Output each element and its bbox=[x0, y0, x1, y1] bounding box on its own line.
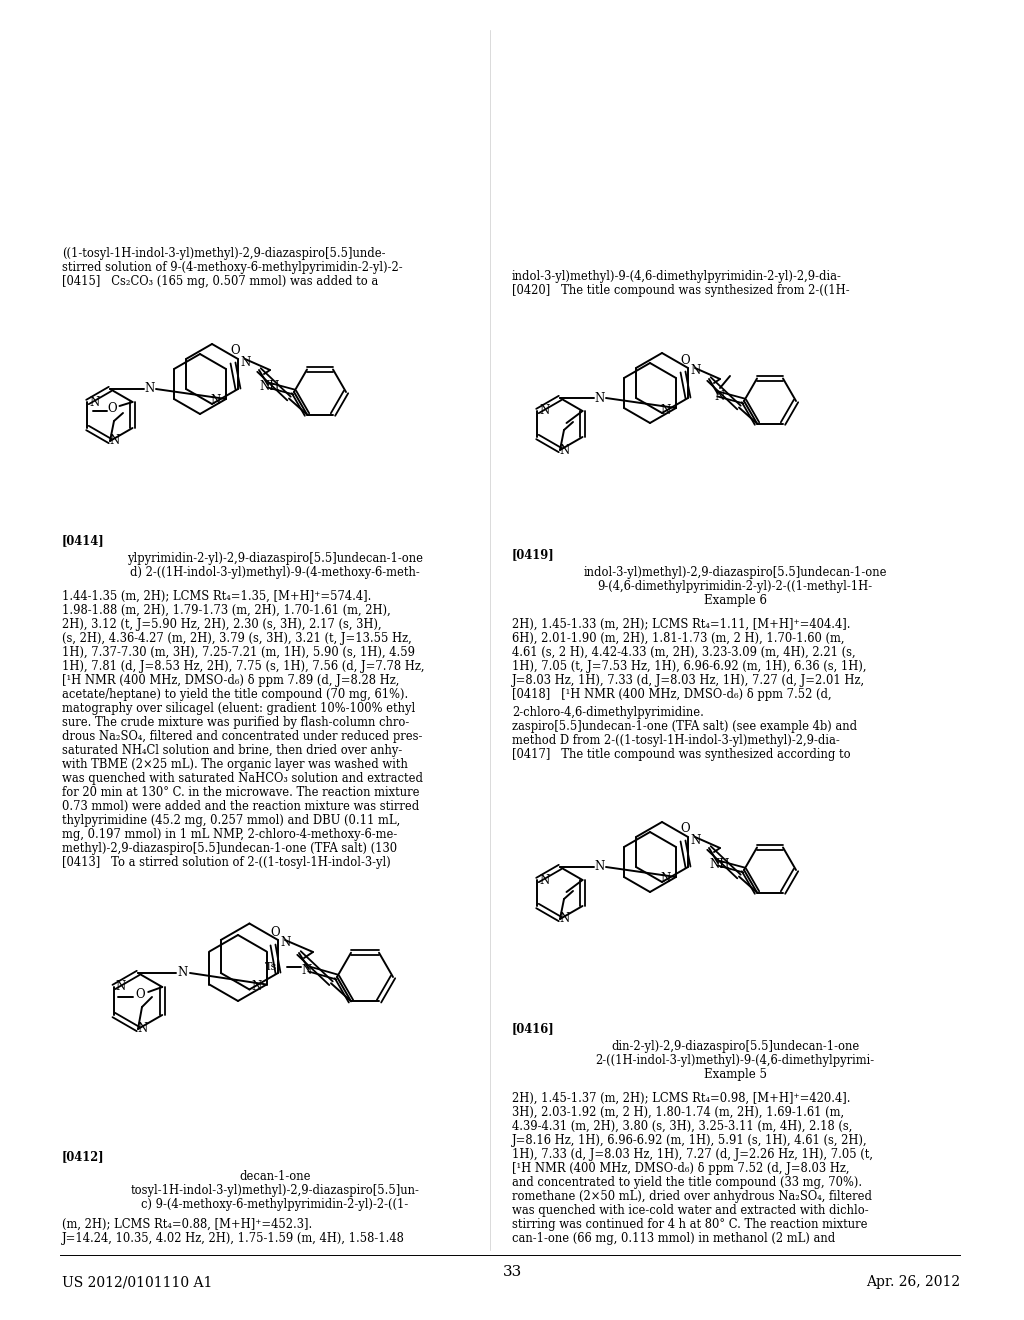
Text: 4.39-4.31 (m, 2H), 3.80 (s, 3H), 3.25-3.11 (m, 4H), 2.18 (s,: 4.39-4.31 (m, 2H), 3.80 (s, 3H), 3.25-3.… bbox=[512, 1119, 852, 1133]
Text: romethane (2×50 mL), dried over anhydrous Na₂SO₄, filtered: romethane (2×50 mL), dried over anhydrou… bbox=[512, 1191, 872, 1203]
Text: indol-3-yl)methyl)-2,9-diazaspiro[5.5]undecan-1-one: indol-3-yl)methyl)-2,9-diazaspiro[5.5]un… bbox=[584, 566, 887, 579]
Text: [0420]   The title compound was synthesized from 2-((1H-: [0420] The title compound was synthesize… bbox=[512, 284, 850, 297]
Text: with TBME (2×25 mL). The organic layer was washed with: with TBME (2×25 mL). The organic layer w… bbox=[62, 758, 408, 771]
Text: 2H), 3.12 (t, J=5.90 Hz, 2H), 2.30 (s, 3H), 2.17 (s, 3H),: 2H), 3.12 (t, J=5.90 Hz, 2H), 2.30 (s, 3… bbox=[62, 618, 382, 631]
Text: ((1-tosyl-1H-indol-3-yl)methyl)-2,9-diazaspiro[5.5]unde-: ((1-tosyl-1H-indol-3-yl)methyl)-2,9-diaz… bbox=[62, 247, 385, 260]
Text: stirred solution of 9-(4-methoxy-6-methylpyrimidin-2-yl)-2-: stirred solution of 9-(4-methoxy-6-methy… bbox=[62, 261, 402, 275]
Text: O: O bbox=[230, 345, 240, 358]
Text: matography over silicagel (eluent: gradient 10%-100% ethyl: matography over silicagel (eluent: gradi… bbox=[62, 702, 416, 715]
Text: N: N bbox=[89, 396, 99, 408]
Text: N: N bbox=[252, 979, 262, 993]
Text: Example 6: Example 6 bbox=[703, 594, 767, 607]
Text: NH: NH bbox=[260, 380, 281, 393]
Text: 1H), 7.37-7.30 (m, 3H), 7.25-7.21 (m, 1H), 5.90 (s, 1H), 4.59: 1H), 7.37-7.30 (m, 3H), 7.25-7.21 (m, 1H… bbox=[62, 645, 415, 659]
Text: [0412]: [0412] bbox=[62, 1150, 104, 1163]
Text: 3H), 2.03-1.92 (m, 2 H), 1.80-1.74 (m, 2H), 1.69-1.61 (m,: 3H), 2.03-1.92 (m, 2 H), 1.80-1.74 (m, 2… bbox=[512, 1106, 844, 1119]
Text: 1H), 7.05 (t, J=7.53 Hz, 1H), 6.96-6.92 (m, 1H), 6.36 (s, 1H),: 1H), 7.05 (t, J=7.53 Hz, 1H), 6.96-6.92 … bbox=[512, 660, 866, 673]
Text: [0417]   The title compound was synthesized according to: [0417] The title compound was synthesize… bbox=[512, 748, 851, 762]
Text: decan-1-one: decan-1-one bbox=[240, 1170, 310, 1183]
Text: J=8.03 Hz, 1H), 7.33 (d, J=8.03 Hz, 1H), 7.27 (d, J=2.01 Hz,: J=8.03 Hz, 1H), 7.33 (d, J=8.03 Hz, 1H),… bbox=[512, 675, 865, 686]
Text: [0413]   To a stirred solution of 2-((1-tosyl-1H-indol-3-yl): [0413] To a stirred solution of 2-((1-to… bbox=[62, 855, 391, 869]
Text: Ts: Ts bbox=[264, 962, 278, 972]
Text: N: N bbox=[211, 395, 221, 408]
Text: N: N bbox=[660, 873, 671, 886]
Text: 1.44-1.35 (m, 2H); LCMS Rt₄=1.35, [M+H]⁺=574.4].: 1.44-1.35 (m, 2H); LCMS Rt₄=1.35, [M+H]⁺… bbox=[62, 590, 372, 603]
Text: 2-((1H-indol-3-yl)methyl)-9-(4,6-dimethylpyrimi-: 2-((1H-indol-3-yl)methyl)-9-(4,6-dimethy… bbox=[595, 1053, 874, 1067]
Text: and concentrated to yield the title compound (33 mg, 70%).: and concentrated to yield the title comp… bbox=[512, 1176, 862, 1189]
Text: indol-3-yl)methyl)-9-(4,6-dimethylpyrimidin-2-yl)-2,9-dia-: indol-3-yl)methyl)-9-(4,6-dimethylpyrimi… bbox=[512, 271, 842, 282]
Text: 9-(4,6-dimethylpyrimidin-2-yl)-2-((1-methyl-1H-: 9-(4,6-dimethylpyrimidin-2-yl)-2-((1-met… bbox=[597, 579, 872, 593]
Text: N: N bbox=[660, 404, 671, 417]
Text: methyl)-2,9-diazaspiro[5.5]undecan-1-one (TFA salt) (130: methyl)-2,9-diazaspiro[5.5]undecan-1-one… bbox=[62, 842, 397, 855]
Text: acetate/heptane) to yield the title compound (70 mg, 61%).: acetate/heptane) to yield the title comp… bbox=[62, 688, 409, 701]
Text: [0419]: [0419] bbox=[512, 548, 555, 561]
Text: NH: NH bbox=[710, 858, 730, 871]
Text: O: O bbox=[108, 403, 118, 416]
Text: N: N bbox=[595, 392, 605, 404]
Text: for 20 min at 130° C. in the microwave. The reaction mixture: for 20 min at 130° C. in the microwave. … bbox=[62, 785, 420, 799]
Text: was quenched with ice-cold water and extracted with dichlo-: was quenched with ice-cold water and ext… bbox=[512, 1204, 868, 1217]
Text: N: N bbox=[138, 1023, 148, 1035]
Text: US 2012/0101110 A1: US 2012/0101110 A1 bbox=[62, 1275, 212, 1290]
Text: J=14.24, 10.35, 4.02 Hz, 2H), 1.75-1.59 (m, 4H), 1.58-1.48: J=14.24, 10.35, 4.02 Hz, 2H), 1.75-1.59 … bbox=[62, 1232, 404, 1245]
Text: O: O bbox=[135, 989, 145, 1002]
Text: N: N bbox=[540, 874, 550, 887]
Text: 0.73 mmol) were added and the reaction mixture was stirred: 0.73 mmol) were added and the reaction m… bbox=[62, 800, 419, 813]
Text: 1H), 7.81 (d, J=8.53 Hz, 2H), 7.75 (s, 1H), 7.56 (d, J=7.78 Hz,: 1H), 7.81 (d, J=8.53 Hz, 2H), 7.75 (s, 1… bbox=[62, 660, 425, 673]
Text: O: O bbox=[680, 822, 690, 836]
Text: N: N bbox=[715, 389, 725, 403]
Text: O: O bbox=[680, 354, 690, 367]
Text: N: N bbox=[241, 355, 251, 368]
Text: O: O bbox=[270, 927, 280, 940]
Text: 6H), 2.01-1.90 (m, 2H), 1.81-1.73 (m, 2 H), 1.70-1.60 (m,: 6H), 2.01-1.90 (m, 2H), 1.81-1.73 (m, 2 … bbox=[512, 632, 845, 645]
Text: N: N bbox=[560, 912, 570, 925]
Text: 1H), 7.33 (d, J=8.03 Hz, 1H), 7.27 (d, J=2.26 Hz, 1H), 7.05 (t,: 1H), 7.33 (d, J=8.03 Hz, 1H), 7.27 (d, J… bbox=[512, 1148, 873, 1162]
Text: drous Na₂SO₄, filtered and concentrated under reduced pres-: drous Na₂SO₄, filtered and concentrated … bbox=[62, 730, 422, 743]
Text: 1.98-1.88 (m, 2H), 1.79-1.73 (m, 2H), 1.70-1.61 (m, 2H),: 1.98-1.88 (m, 2H), 1.79-1.73 (m, 2H), 1.… bbox=[62, 605, 391, 616]
Text: N: N bbox=[595, 861, 605, 874]
Text: 2-chloro-4,6-dimethylpyrimidine.: 2-chloro-4,6-dimethylpyrimidine. bbox=[512, 706, 703, 719]
Text: N: N bbox=[691, 364, 701, 378]
Text: din-2-yl)-2,9-diazaspiro[5.5]undecan-1-one: din-2-yl)-2,9-diazaspiro[5.5]undecan-1-o… bbox=[611, 1040, 859, 1053]
Text: zaspiro[5.5]undecan-1-one (TFA salt) (see example 4b) and: zaspiro[5.5]undecan-1-one (TFA salt) (se… bbox=[512, 719, 857, 733]
Text: ylpyrimidin-2-yl)-2,9-diazaspiro[5.5]undecan-1-one: ylpyrimidin-2-yl)-2,9-diazaspiro[5.5]und… bbox=[127, 552, 423, 565]
Text: [0414]: [0414] bbox=[62, 535, 104, 546]
Text: mg, 0.197 mmol) in 1 mL NMP, 2-chloro-4-methoxy-6-me-: mg, 0.197 mmol) in 1 mL NMP, 2-chloro-4-… bbox=[62, 828, 397, 841]
Text: can-1-one (66 mg, 0.113 mmol) in methanol (2 mL) and: can-1-one (66 mg, 0.113 mmol) in methano… bbox=[512, 1232, 836, 1245]
Text: 2H), 1.45-1.37 (m, 2H); LCMS Rt₄=0.98, [M+H]⁺=420.4].: 2H), 1.45-1.37 (m, 2H); LCMS Rt₄=0.98, [… bbox=[512, 1092, 851, 1105]
Text: method D from 2-((1-tosyl-1H-indol-3-yl)methyl)-2,9-dia-: method D from 2-((1-tosyl-1H-indol-3-yl)… bbox=[512, 734, 840, 747]
Text: N: N bbox=[540, 404, 550, 417]
Text: Apr. 26, 2012: Apr. 26, 2012 bbox=[866, 1275, 961, 1290]
Text: stirring was continued for 4 h at 80° C. The reaction mixture: stirring was continued for 4 h at 80° C.… bbox=[512, 1218, 867, 1232]
Text: [¹H NMR (400 MHz, DMSO-d₆) δ ppm 7.89 (d, J=8.28 Hz,: [¹H NMR (400 MHz, DMSO-d₆) δ ppm 7.89 (d… bbox=[62, 675, 399, 686]
Text: N: N bbox=[178, 966, 188, 979]
Text: N: N bbox=[691, 833, 701, 846]
Text: sure. The crude mixture was purified by flash-column chro-: sure. The crude mixture was purified by … bbox=[62, 715, 410, 729]
Text: N: N bbox=[281, 936, 291, 949]
Text: was quenched with saturated NaHCO₃ solution and extracted: was quenched with saturated NaHCO₃ solut… bbox=[62, 772, 423, 785]
Text: Example 5: Example 5 bbox=[703, 1068, 767, 1081]
Text: tosyl-1H-indol-3-yl)methyl)-2,9-diazaspiro[5.5]un-: tosyl-1H-indol-3-yl)methyl)-2,9-diazaspi… bbox=[131, 1184, 420, 1197]
Text: [0416]: [0416] bbox=[512, 1022, 555, 1035]
Text: [0415]   Cs₂CO₃ (165 mg, 0.507 mmol) was added to a: [0415] Cs₂CO₃ (165 mg, 0.507 mmol) was a… bbox=[62, 275, 378, 288]
Text: d) 2-((1H-indol-3-yl)methyl)-9-(4-methoxy-6-meth-: d) 2-((1H-indol-3-yl)methyl)-9-(4-methox… bbox=[130, 566, 420, 579]
Text: c) 9-(4-methoxy-6-methylpyrimidin-2-yl)-2-((1-: c) 9-(4-methoxy-6-methylpyrimidin-2-yl)-… bbox=[141, 1199, 409, 1210]
Text: [¹H NMR (400 MHz, DMSO-d₆) δ ppm 7.52 (d, J=8.03 Hz,: [¹H NMR (400 MHz, DMSO-d₆) δ ppm 7.52 (d… bbox=[512, 1162, 850, 1175]
Text: saturated NH₄Cl solution and brine, then dried over anhy-: saturated NH₄Cl solution and brine, then… bbox=[62, 744, 402, 756]
Text: N: N bbox=[110, 434, 120, 447]
Text: N: N bbox=[302, 965, 312, 978]
Text: thylpyrimidine (45.2 mg, 0.257 mmol) and DBU (0.11 mL,: thylpyrimidine (45.2 mg, 0.257 mmol) and… bbox=[62, 814, 400, 828]
Text: [0418]   [¹H NMR (400 MHz, DMSO-d₆) δ ppm 7.52 (d,: [0418] [¹H NMR (400 MHz, DMSO-d₆) δ ppm … bbox=[512, 688, 831, 701]
Text: N: N bbox=[116, 981, 126, 994]
Text: (s, 2H), 4.36-4.27 (m, 2H), 3.79 (s, 3H), 3.21 (t, J=13.55 Hz,: (s, 2H), 4.36-4.27 (m, 2H), 3.79 (s, 3H)… bbox=[62, 632, 412, 645]
Text: J=8.16 Hz, 1H), 6.96-6.92 (m, 1H), 5.91 (s, 1H), 4.61 (s, 2H),: J=8.16 Hz, 1H), 6.96-6.92 (m, 1H), 5.91 … bbox=[512, 1134, 867, 1147]
Text: N: N bbox=[560, 444, 570, 457]
Text: 2H), 1.45-1.33 (m, 2H); LCMS Rt₄=1.11, [M+H]⁺=404.4].: 2H), 1.45-1.33 (m, 2H); LCMS Rt₄=1.11, [… bbox=[512, 618, 851, 631]
Text: 33: 33 bbox=[503, 1265, 521, 1279]
Text: (m, 2H); LCMS Rt₄=0.88, [M+H]⁺=452.3].: (m, 2H); LCMS Rt₄=0.88, [M+H]⁺=452.3]. bbox=[62, 1218, 312, 1232]
Text: N: N bbox=[144, 383, 155, 396]
Text: 4.61 (s, 2 H), 4.42-4.33 (m, 2H), 3.23-3.09 (m, 4H), 2.21 (s,: 4.61 (s, 2 H), 4.42-4.33 (m, 2H), 3.23-3… bbox=[512, 645, 856, 659]
